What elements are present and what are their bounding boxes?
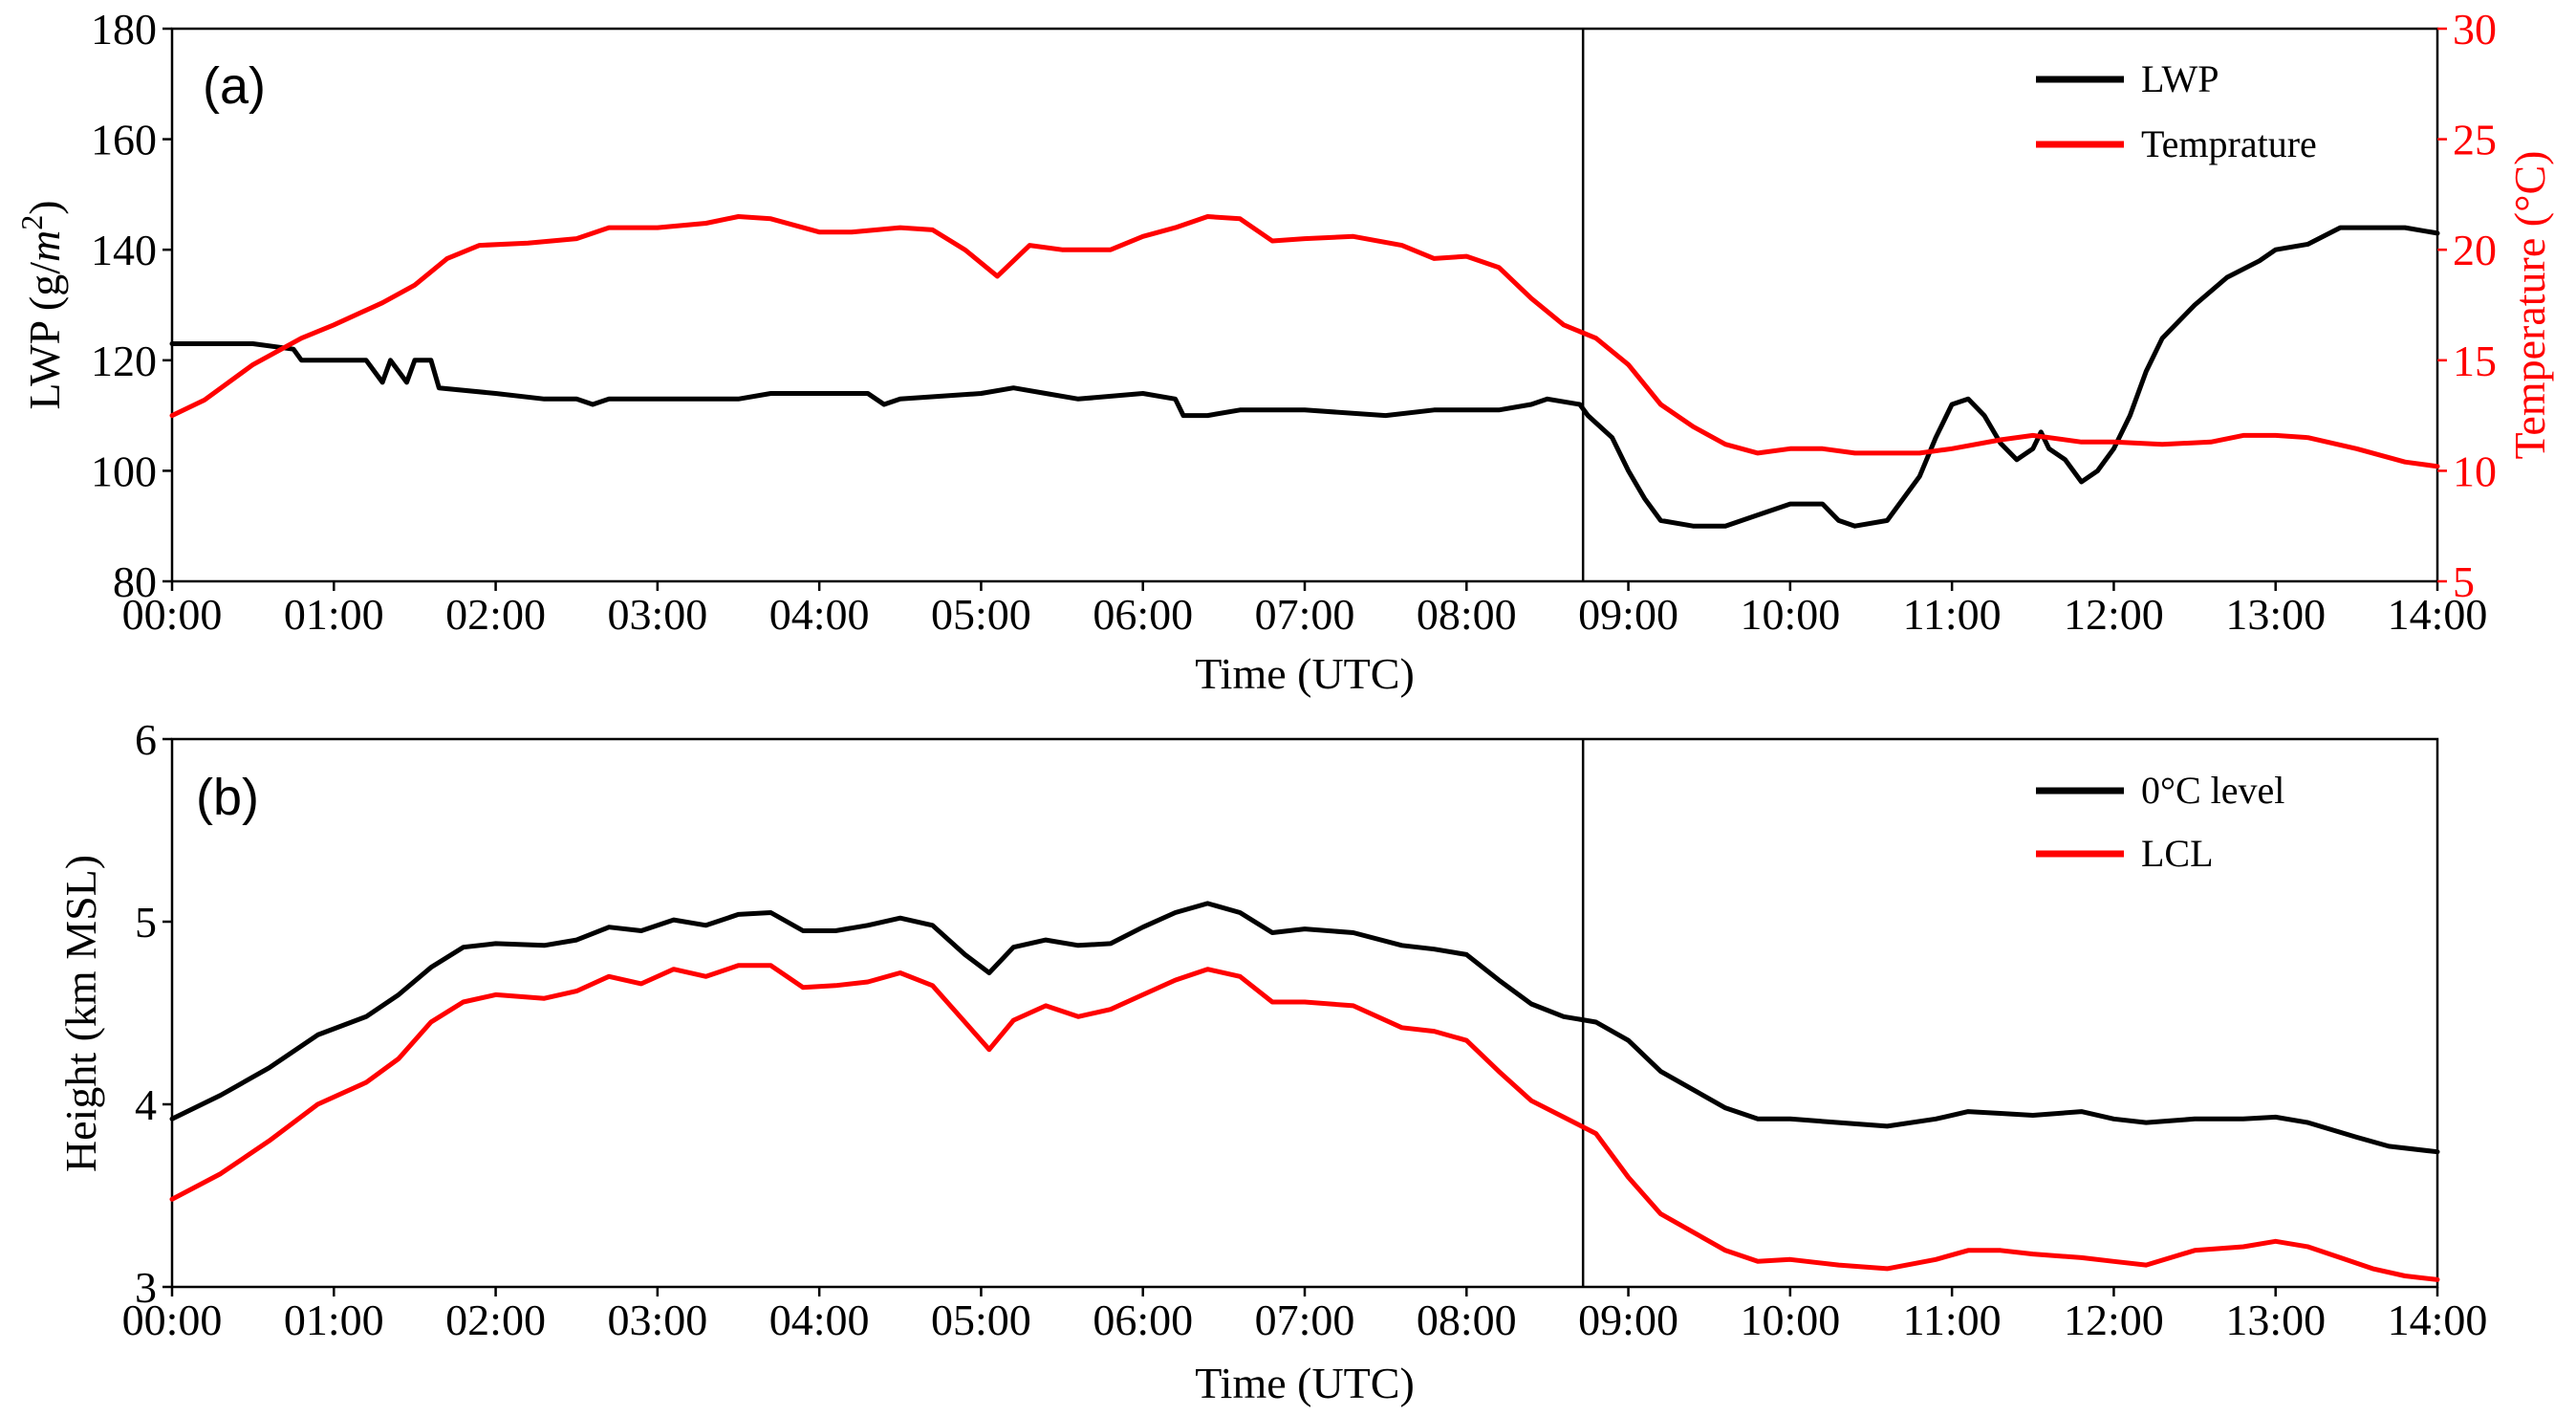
y-axis-label: Height (km MSL)	[56, 855, 105, 1172]
y-label-left-var: m	[20, 230, 69, 262]
y-axis-ticks: 3 4 5 6	[135, 715, 172, 1312]
x-tick-label: 05:00	[931, 590, 1031, 639]
x-tick-label: 13:00	[2225, 590, 2326, 639]
y-label-left-close: )	[20, 200, 69, 214]
x-tick-label: 01:00	[284, 590, 384, 639]
panel-label: (a)	[203, 57, 266, 115]
y-tick-label: 5	[135, 898, 157, 947]
legend-label-temperature: Temprature	[2141, 122, 2317, 165]
x-tick-label: 13:00	[2225, 1296, 2326, 1344]
x-tick-label: 10:00	[1740, 1296, 1840, 1344]
x-tick-label: 06:00	[1093, 590, 1193, 639]
y-tick-label: 4	[135, 1080, 157, 1129]
x-axis-ticks: 00:00 01:00 02:00 03:00 04:00 05:00 06:00 07:00…	[122, 1287, 2488, 1344]
y-tick-label: 3	[135, 1263, 157, 1312]
plot-area-b	[170, 737, 2439, 1289]
y-right-tick-label: 15	[2453, 337, 2497, 385]
y-right-tick-label: 30	[2453, 5, 2497, 54]
x-tick-label: 04:00	[769, 1296, 870, 1344]
legend-label-lwp: LWP	[2141, 57, 2219, 100]
x-tick-label: 06:00	[1093, 1296, 1193, 1344]
y-tick-label: 100	[91, 447, 157, 495]
y-tick-label: 160	[91, 116, 157, 164]
x-tick-label: 08:00	[1417, 1296, 1517, 1344]
y-axis-left-ticks: 80 100 120 140 160 180	[91, 5, 172, 606]
panel-label: (b)	[196, 769, 259, 826]
x-tick-label: 10:00	[1740, 590, 1840, 639]
x-tick-label: 03:00	[607, 590, 707, 639]
series-line-lcl	[169, 963, 2440, 1282]
x-tick-label: 05:00	[931, 1296, 1031, 1344]
x-tick-label: 11:00	[1903, 590, 2002, 639]
y-right-tick-label: 25	[2453, 116, 2497, 164]
x-tick-label: 00:00	[122, 1296, 223, 1344]
x-tick-label: 09:00	[1578, 1296, 1678, 1344]
x-tick-label: 02:00	[445, 1296, 546, 1344]
y-label-left-sup: 2	[14, 215, 49, 230]
x-tick-label: 04:00	[769, 590, 870, 639]
x-axis-ticks: 00:00 01:00 02:00 03:00 04:00 05:00 06:00 07:00…	[122, 581, 2488, 639]
x-tick-label: 03:00	[607, 1296, 707, 1344]
series-line-lwp	[169, 225, 2440, 529]
x-tick-label: 01:00	[284, 1296, 384, 1344]
y-axis-left-label: LWP (g/m2)	[14, 200, 69, 409]
y-tick-label: 140	[91, 226, 157, 274]
x-tick-label: 14:00	[2388, 1296, 2488, 1344]
x-tick-label: 12:00	[2064, 590, 2164, 639]
x-tick-label: 14:00	[2388, 590, 2488, 639]
legend: 0°C level LCL	[2036, 769, 2284, 875]
y-tick-label: 80	[113, 557, 157, 606]
panel-b: 00:00 01:00 02:00 03:00 04:00 05:00 06:00 07:00…	[56, 715, 2487, 1407]
y-right-tick-label: 5	[2453, 557, 2475, 606]
x-axis-label: Time (UTC)	[1195, 1359, 1415, 1407]
y-axis-right-label: Temperature (°C)	[2505, 151, 2554, 460]
series-group	[169, 901, 2440, 1282]
plot-area-a	[170, 27, 2439, 583]
x-tick-label: 00:00	[122, 590, 223, 639]
series-line-temprature	[169, 214, 2440, 469]
legend-label-lcl: LCL	[2141, 832, 2214, 875]
x-tick-label: 09:00	[1578, 590, 1678, 639]
legend-label-freezing-level: 0°C level	[2141, 769, 2284, 812]
y-label-left-main: LWP (g/	[20, 262, 69, 410]
x-tick-label: 12:00	[2064, 1296, 2164, 1344]
x-tick-label: 07:00	[1255, 1296, 1355, 1344]
x-tick-label: 11:00	[1903, 1296, 2002, 1344]
y-axis-right-ticks: 5 10 15 20 25 30	[2437, 5, 2497, 606]
x-tick-label: 02:00	[445, 590, 546, 639]
series-line-0-c-level	[169, 901, 2440, 1155]
y-right-tick-label: 20	[2453, 226, 2497, 274]
legend: LWP Temprature	[2036, 57, 2317, 165]
x-axis-label: Time (UTC)	[1195, 649, 1415, 698]
panel-a: 00:00 01:00 02:00 03:00 04:00 05:00 06:00 07:00…	[14, 5, 2554, 698]
x-tick-label: 08:00	[1417, 590, 1517, 639]
y-tick-label: 180	[91, 5, 157, 54]
x-tick-label: 07:00	[1255, 590, 1355, 639]
y-tick-label: 6	[135, 715, 157, 764]
y-tick-label: 120	[91, 337, 157, 385]
series-group	[169, 214, 2440, 529]
y-right-tick-label: 10	[2453, 447, 2497, 495]
